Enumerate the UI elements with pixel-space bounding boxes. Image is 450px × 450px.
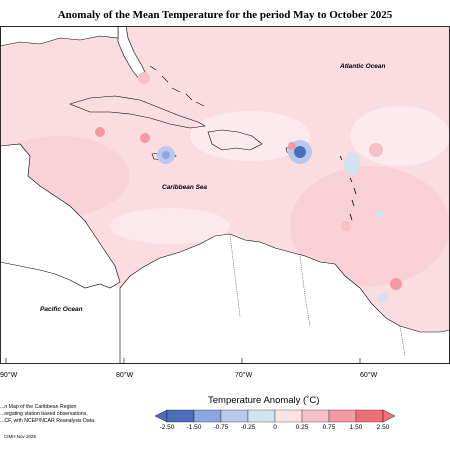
legend-tick-label: 0 [273, 424, 277, 431]
colorbar-segment [274, 409, 303, 423]
warm-spot [369, 143, 383, 157]
cool-spot [344, 152, 360, 176]
colorbar-segment [166, 409, 195, 423]
colorbar-segment [193, 409, 222, 423]
central-america [0, 143, 121, 289]
hispaniola [207, 129, 263, 151]
colorbar-end-high [382, 409, 395, 423]
note-line-3: ...CF, with NCEP/NCAR Reanalysis Data. [0, 418, 96, 424]
warm-spot [341, 221, 351, 231]
warm-spot [390, 278, 402, 290]
warm-spot [140, 133, 150, 143]
colorbar-segment [355, 409, 384, 423]
legend-tick-label: -1.50 [186, 424, 202, 431]
colorbar-segment [220, 409, 249, 423]
caribbean-sea-label: Caribbean Sea [162, 184, 208, 191]
anomaly-map [0, 26, 450, 364]
lon-label-90w: 90°W [0, 372, 18, 379]
warm-region [290, 166, 450, 286]
cool-spot [378, 293, 388, 303]
legend-colorbar [155, 409, 395, 423]
note-line-2: ...regating station based observations, [0, 411, 88, 417]
map-title: Anomaly of the Mean Temperature for the … [57, 9, 393, 21]
note-line-1: ...n Map of the Caribbean Region [0, 404, 77, 410]
colorbar-end-low [155, 409, 168, 423]
legend-tick-label: 0.75 [322, 424, 336, 431]
colorbar-segment [247, 409, 276, 423]
legend-tick-label: 2.50 [376, 424, 390, 431]
cool-spot [294, 146, 306, 158]
longitude-ticks [5, 358, 361, 364]
warm-spot [138, 72, 150, 84]
neutral-region [110, 208, 230, 244]
warm-spot [288, 142, 296, 150]
legend-title: Temperature Anomaly (˚C) [208, 395, 320, 406]
map-canvas [0, 26, 450, 364]
pacific-ocean-label: Pacific Ocean [40, 306, 83, 313]
legend-tick-label: -2.50 [159, 424, 175, 431]
cool-spot [162, 151, 170, 159]
legend-tick-label: -0.75 [213, 424, 229, 431]
legend-tick-label: 1.50 [349, 424, 363, 431]
bahamas [149, 65, 205, 107]
cuba [69, 95, 206, 129]
credit-text: CIMH Nov 2025 [4, 434, 37, 439]
south-america [119, 233, 450, 364]
atlantic-ocean-label: Atlantic Ocean [340, 63, 386, 70]
lon-label-70w: 70°W [235, 372, 253, 379]
colorbar-segment [301, 409, 330, 423]
country-border [229, 233, 406, 357]
colorbar-segment [328, 409, 357, 423]
cool-spot [376, 210, 384, 218]
warm-spot [95, 127, 105, 137]
lon-label-60w: 60°W [360, 372, 378, 379]
florida-west [0, 26, 119, 47]
legend-tick-label: 0.25 [295, 424, 309, 431]
lon-label-80w: 80°W [116, 372, 134, 379]
legend-tick-label: -0.25 [240, 424, 256, 431]
neutral-region [350, 106, 450, 166]
